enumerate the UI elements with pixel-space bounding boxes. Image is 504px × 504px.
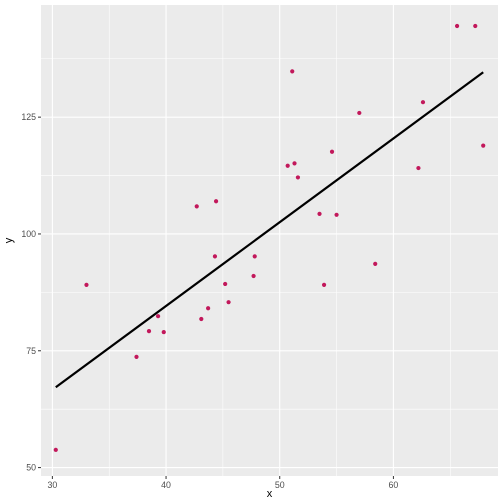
regression-line: [55, 71, 484, 389]
data-point: [317, 211, 322, 216]
data-point: [473, 23, 478, 29]
data-point: [251, 273, 256, 279]
data-point: [373, 261, 378, 266]
points-layer: [53, 23, 486, 452]
data-point: [146, 329, 152, 334]
data-point: [329, 149, 335, 154]
data-point: [226, 300, 231, 305]
minor-gridlines: [41, 5, 498, 476]
plot-panel: [41, 5, 498, 476]
data-point: [53, 447, 58, 452]
data-point: [481, 143, 486, 148]
x-tick-label: 60: [389, 480, 399, 490]
data-point: [454, 23, 460, 29]
major-gridlines: [41, 5, 498, 476]
x-tick-label: 40: [161, 480, 171, 490]
data-point: [416, 165, 421, 171]
data-point: [199, 316, 204, 322]
x-tick-label: 50: [275, 480, 285, 490]
y-tick-label: 100: [21, 229, 36, 239]
data-point: [252, 254, 257, 259]
data-point: [285, 163, 290, 168]
data-point: [161, 329, 166, 335]
data-point: [84, 282, 89, 287]
data-point: [194, 204, 199, 209]
data-point: [290, 69, 295, 74]
data-point: [321, 282, 327, 287]
y-axis: 50 75 100 125: [21, 112, 41, 473]
x-axis: 30 40 50 60: [47, 476, 398, 490]
data-point: [155, 314, 161, 319]
data-point: [334, 212, 339, 217]
fit-line-layer: [55, 71, 484, 389]
x-axis-title: x: [267, 488, 273, 500]
data-point: [206, 306, 211, 311]
y-tick-label: 75: [26, 346, 36, 356]
x-tick-label: 30: [47, 480, 57, 490]
y-tick-label: 125: [21, 112, 36, 122]
data-point: [134, 354, 139, 359]
y-tick-label: 50: [26, 463, 36, 473]
y-axis-title: y: [3, 237, 15, 243]
data-point: [295, 175, 301, 180]
data-point: [357, 110, 362, 116]
data-point: [213, 199, 219, 204]
data-point: [212, 254, 218, 259]
data-point: [292, 161, 297, 166]
data-point: [223, 281, 228, 287]
data-point: [420, 100, 426, 105]
